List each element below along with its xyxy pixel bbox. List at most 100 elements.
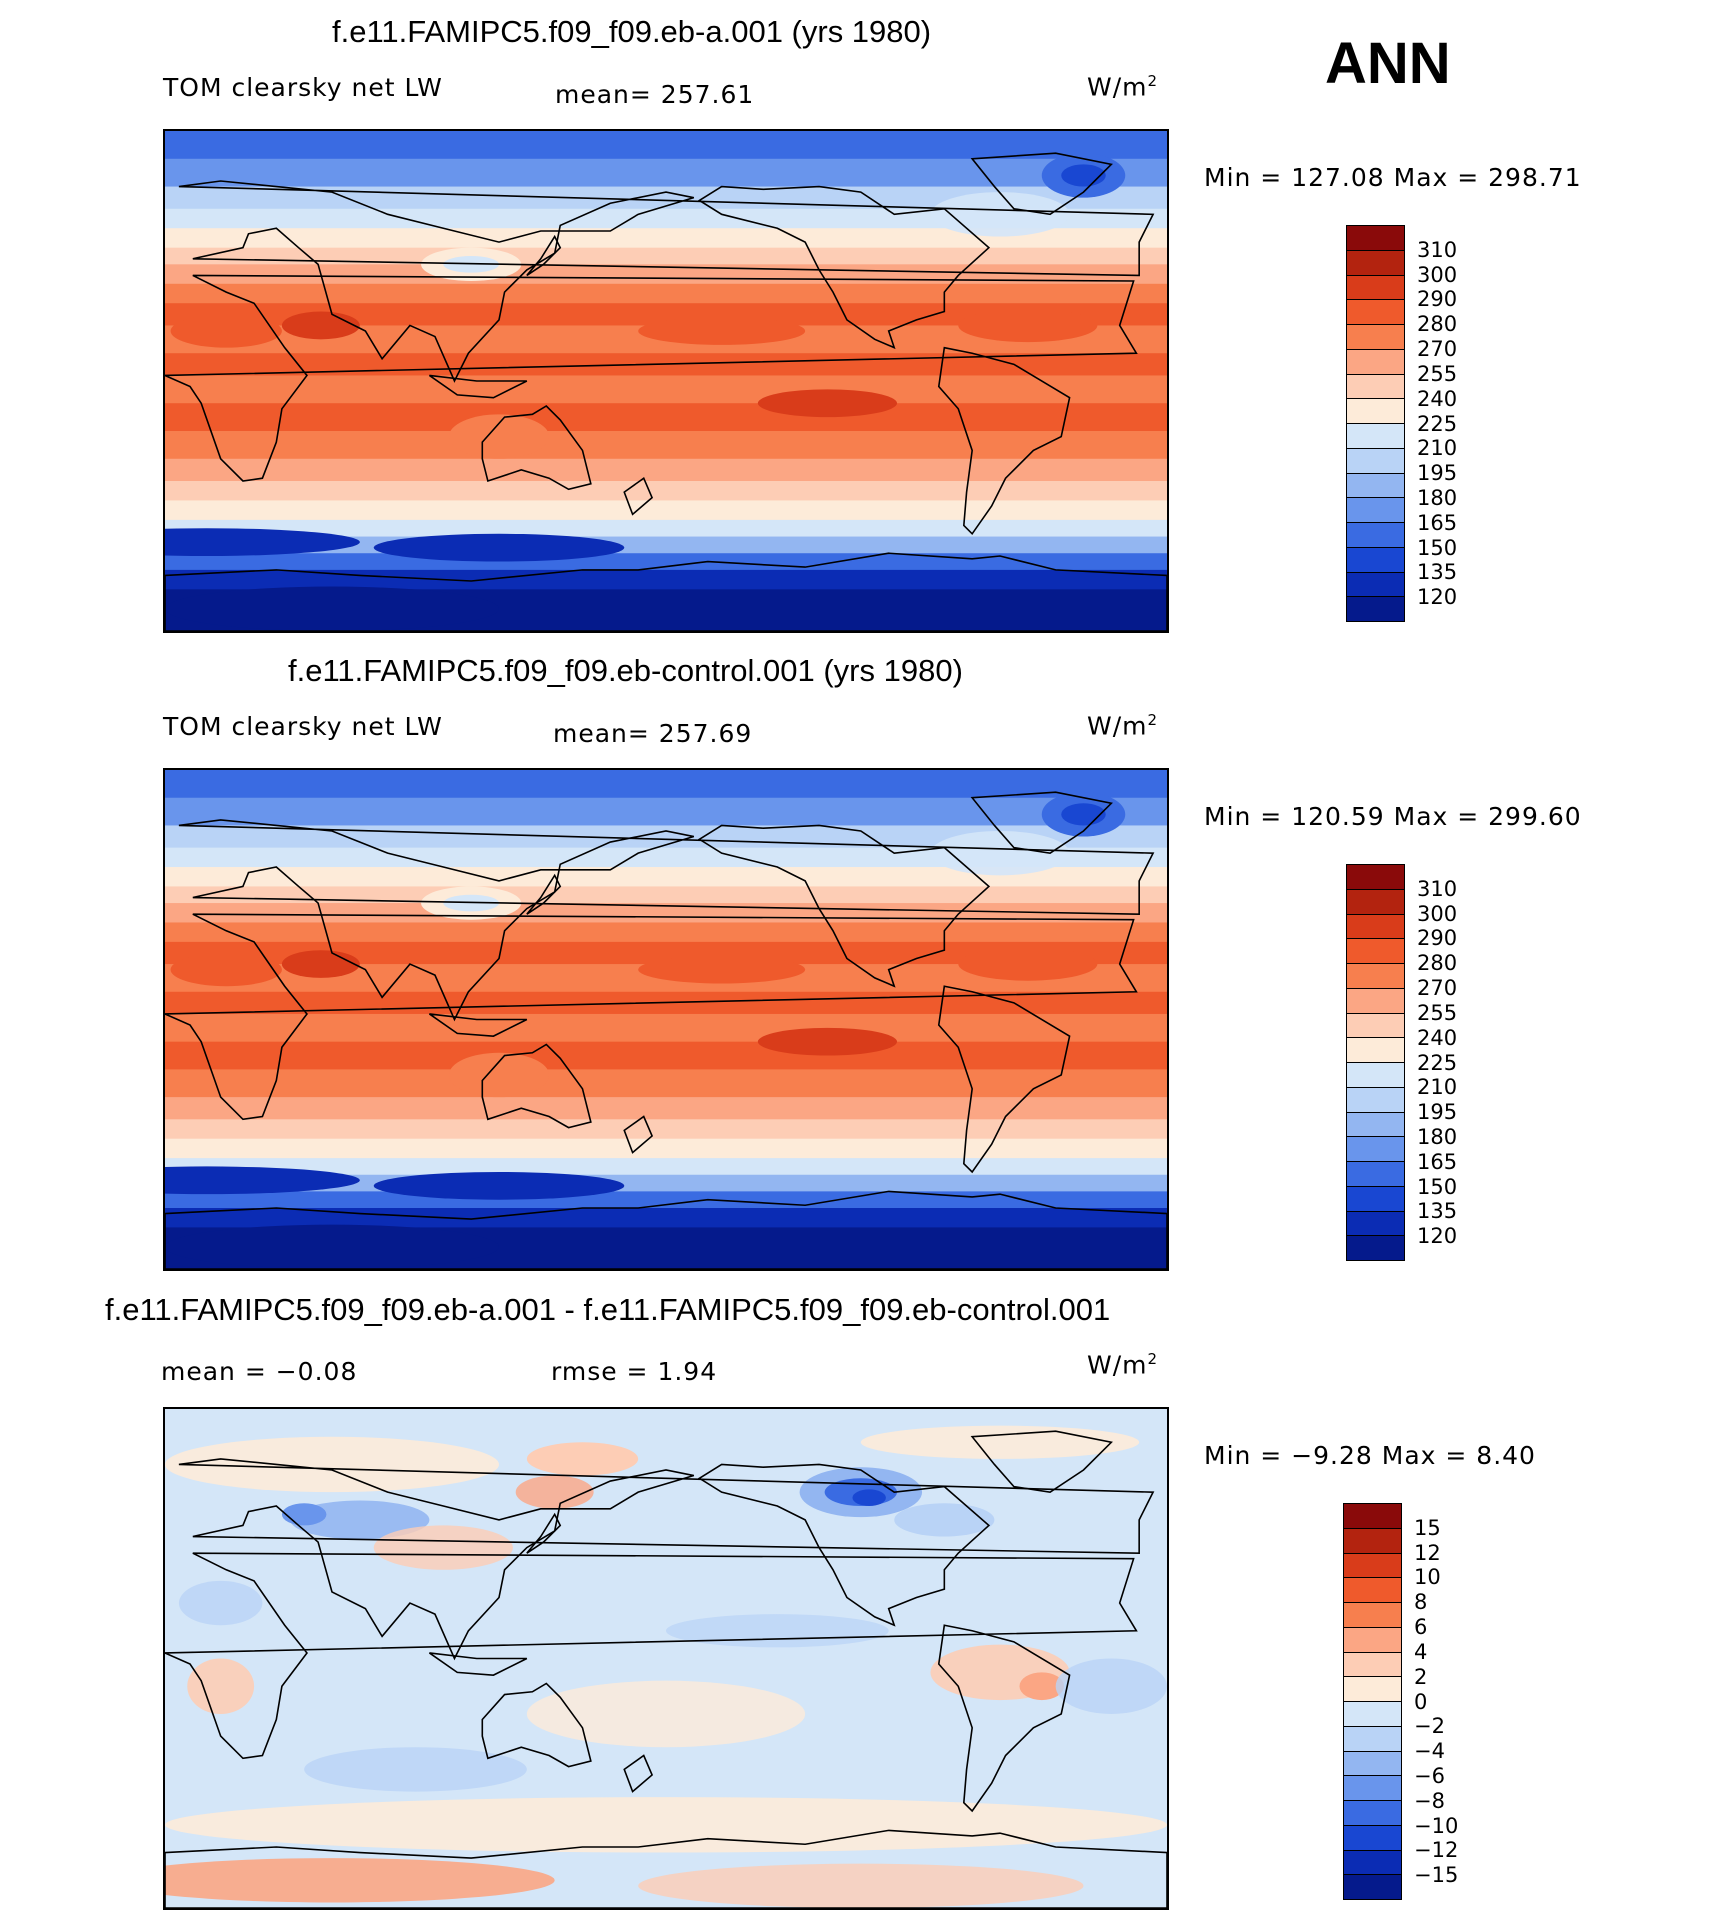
colorbar-swatch xyxy=(1347,1038,1404,1063)
panel-1-map xyxy=(163,129,1169,633)
colorbar-tick-label: 4 xyxy=(1414,1639,1428,1664)
colorbar-tick-label: 180 xyxy=(1417,485,1458,510)
colorbar-tick-label: 195 xyxy=(1417,1100,1458,1125)
colorbar-swatch xyxy=(1347,300,1404,325)
colorbar-swatch xyxy=(1344,1702,1401,1727)
colorbar-swatch xyxy=(1344,1603,1401,1628)
coastlines xyxy=(165,1431,1167,1908)
colorbar-tick-label: 270 xyxy=(1417,337,1458,362)
colorbar-swatch xyxy=(1344,1578,1401,1603)
colorbar-tick-label: 12 xyxy=(1414,1540,1441,1565)
colorbar-tick-label: 280 xyxy=(1417,951,1458,976)
colorbar-swatch xyxy=(1344,1652,1401,1678)
coastlines xyxy=(165,153,1167,631)
colorbar-swatch xyxy=(1347,547,1404,573)
colorbar-swatch xyxy=(1344,1726,1401,1752)
colorbar-swatch xyxy=(1344,1553,1401,1579)
colorbar-swatch xyxy=(1347,374,1404,400)
colorbar-swatch xyxy=(1347,399,1404,424)
colorbar-swatch xyxy=(1347,914,1404,940)
panel-3-colorbar xyxy=(1343,1503,1402,1900)
panel-2-units: W/m2 xyxy=(1087,711,1159,741)
colorbar-swatch xyxy=(1344,1850,1401,1876)
colorbar-tick-label: 210 xyxy=(1417,436,1458,461)
colorbar-tick-label: 165 xyxy=(1417,1149,1458,1174)
colorbar-swatch xyxy=(1347,1112,1404,1138)
colorbar-tick-label: 2 xyxy=(1414,1664,1428,1689)
colorbar-swatch xyxy=(1347,1236,1404,1260)
colorbar-tick-label: 10 xyxy=(1414,1565,1441,1590)
colorbar-swatch xyxy=(1347,275,1404,301)
panel-3-map xyxy=(163,1407,1169,1910)
map-field xyxy=(165,1409,1167,1908)
coastlines xyxy=(165,792,1167,1269)
colorbar-swatch xyxy=(1344,1627,1401,1653)
panel-1-variable: TOM clearsky net LW xyxy=(163,73,443,102)
panel-3-title: f.e11.FAMIPC5.f09_f09.eb-a.001 - f.e11.F… xyxy=(105,1292,1111,1327)
colorbar-swatch xyxy=(1347,1137,1404,1162)
panel-3-rmse: rmse = 1.94 xyxy=(551,1357,718,1386)
colorbar-tick-label: 280 xyxy=(1417,312,1458,337)
colorbar-swatch xyxy=(1347,325,1404,350)
colorbar-swatch xyxy=(1347,1211,1404,1237)
colorbar-swatch xyxy=(1347,572,1404,598)
panel-2-colorbar xyxy=(1346,864,1405,1261)
colorbar-swatch xyxy=(1347,473,1404,499)
colorbar-swatch xyxy=(1347,939,1404,964)
colorbar-tick-label: −2 xyxy=(1414,1714,1445,1739)
colorbar-tick-label: 180 xyxy=(1417,1124,1458,1149)
map-field xyxy=(165,770,1167,1269)
colorbar-tick-label: 195 xyxy=(1417,461,1458,486)
panel-1-colorbar xyxy=(1346,225,1405,622)
colorbar-swatch xyxy=(1347,349,1404,375)
colorbar-tick-label: −12 xyxy=(1414,1838,1459,1863)
colorbar-swatch xyxy=(1344,1825,1401,1851)
panel-1-title: f.e11.FAMIPC5.f09_f09.eb-a.001 (yrs 1980… xyxy=(332,14,932,49)
panel-2-minmax: Min = 120.59 Max = 299.60 xyxy=(1204,802,1582,831)
colorbar-tick-label: 310 xyxy=(1417,876,1458,901)
colorbar-tick-label: 225 xyxy=(1417,1050,1458,1075)
colorbar-swatch xyxy=(1347,597,1404,621)
colorbar-swatch xyxy=(1347,1013,1404,1039)
colorbar-tick-label: 8 xyxy=(1414,1590,1428,1615)
panel-3-minmax: Min = −9.28 Max = 8.40 xyxy=(1204,1441,1536,1470)
colorbar-tick-label: 6 xyxy=(1414,1615,1428,1640)
colorbar-swatch xyxy=(1347,226,1404,251)
colorbar-tick-label: 225 xyxy=(1417,411,1458,436)
colorbar-swatch xyxy=(1347,1162,1404,1187)
map-field xyxy=(165,131,1167,631)
colorbar-tick-label: 120 xyxy=(1417,585,1458,610)
colorbar-tick-label: 310 xyxy=(1417,237,1458,262)
panel-2-variable: TOM clearsky net LW xyxy=(163,712,443,741)
colorbar-tick-label: 135 xyxy=(1417,1199,1458,1224)
season-label: ANN xyxy=(1325,31,1451,96)
colorbar-swatch xyxy=(1347,889,1404,915)
colorbar-tick-label: 210 xyxy=(1417,1075,1458,1100)
colorbar-tick-label: 135 xyxy=(1417,560,1458,585)
colorbar-swatch xyxy=(1347,498,1404,523)
panel-1-minmax: Min = 127.08 Max = 298.71 xyxy=(1204,163,1582,192)
panel-2-mean: mean= 257.69 xyxy=(553,719,753,748)
panel-3-units: W/m2 xyxy=(1087,1350,1159,1380)
colorbar-tick-label: 240 xyxy=(1417,386,1458,411)
colorbar-tick-label: 150 xyxy=(1417,1174,1458,1199)
colorbar-swatch xyxy=(1344,1677,1401,1702)
panel-2-map xyxy=(163,768,1169,1271)
colorbar-swatch xyxy=(1347,250,1404,276)
colorbar-tick-label: 165 xyxy=(1417,510,1458,535)
colorbar-tick-label: 300 xyxy=(1417,901,1458,926)
colorbar-tick-label: −8 xyxy=(1414,1788,1445,1813)
colorbar-tick-label: 270 xyxy=(1417,976,1458,1001)
colorbar-tick-label: −10 xyxy=(1414,1813,1459,1838)
panel-1-mean: mean= 257.61 xyxy=(555,80,755,109)
colorbar-tick-label: 255 xyxy=(1417,361,1458,386)
colorbar-tick-label: 120 xyxy=(1417,1224,1458,1249)
colorbar-tick-label: 15 xyxy=(1414,1515,1441,1540)
colorbar-swatch xyxy=(1347,1087,1404,1113)
panel-2-title: f.e11.FAMIPC5.f09_f09.eb-control.001 (yr… xyxy=(288,653,963,688)
colorbar-swatch xyxy=(1344,1528,1401,1554)
colorbar-tick-label: 300 xyxy=(1417,262,1458,287)
colorbar-swatch xyxy=(1344,1504,1401,1529)
colorbar-tick-label: 150 xyxy=(1417,535,1458,560)
colorbar-tick-label: 0 xyxy=(1414,1689,1428,1714)
